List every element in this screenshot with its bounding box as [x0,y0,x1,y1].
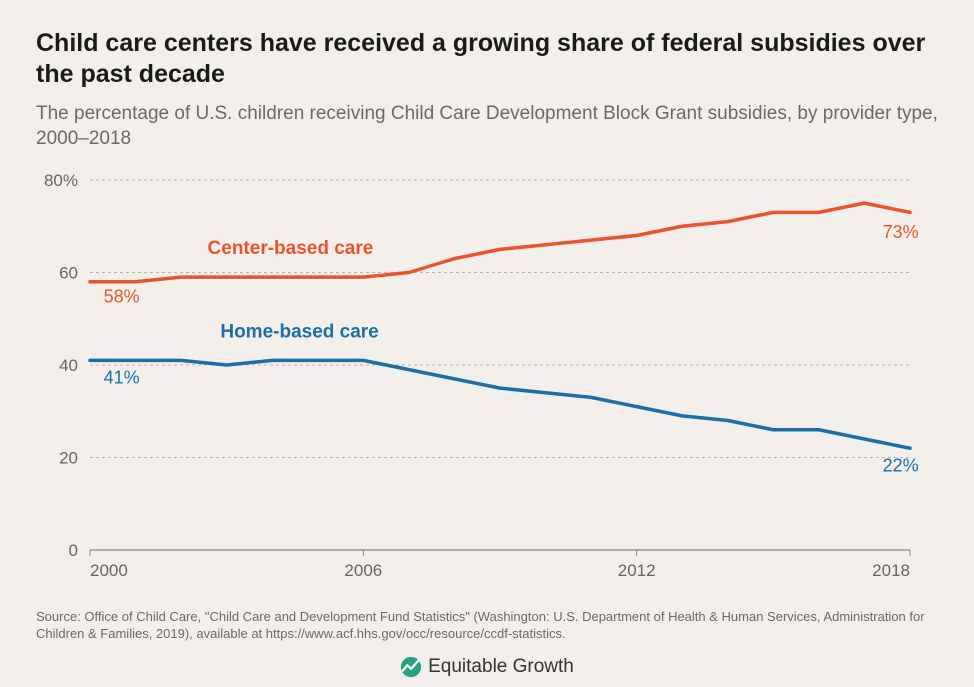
series-start-value: 41% [104,367,140,387]
series-start-value: 58% [104,286,140,306]
y-tick-label: 40 [59,356,78,375]
chart-title: Child care centers have received a growi… [36,28,938,91]
series-label: Home-based care [220,321,378,342]
brand-logo-icon [400,656,422,678]
x-tick-label: 2018 [872,561,910,580]
chart-area: 0 20 40 60 80% 2000 2006 2012 2018 Center-based c… [36,170,938,590]
x-tick-label: 2012 [618,561,656,580]
series-end-value: 73% [883,222,919,242]
y-tick-label: 0 [69,541,78,560]
x-tick-label: 2006 [344,561,382,580]
series-line [90,360,910,448]
y-tick-label: 80% [44,171,78,190]
source-text: Source: Office of Child Care, "Child Car… [36,608,938,643]
brand-footer: Equitable Growth [36,656,938,678]
series-label: Center-based care [208,238,374,259]
brand-name: Equitable Growth [428,656,574,678]
chart-subtitle: The percentage of U.S. children receivin… [36,101,938,152]
series-end-value: 22% [883,455,919,475]
line-chart: 0 20 40 60 80% 2000 2006 2012 2018 Center-based c… [36,170,938,590]
y-tick-label: 20 [59,448,78,467]
y-tick-label: 60 [59,263,78,282]
x-tick-label: 2000 [90,561,128,580]
